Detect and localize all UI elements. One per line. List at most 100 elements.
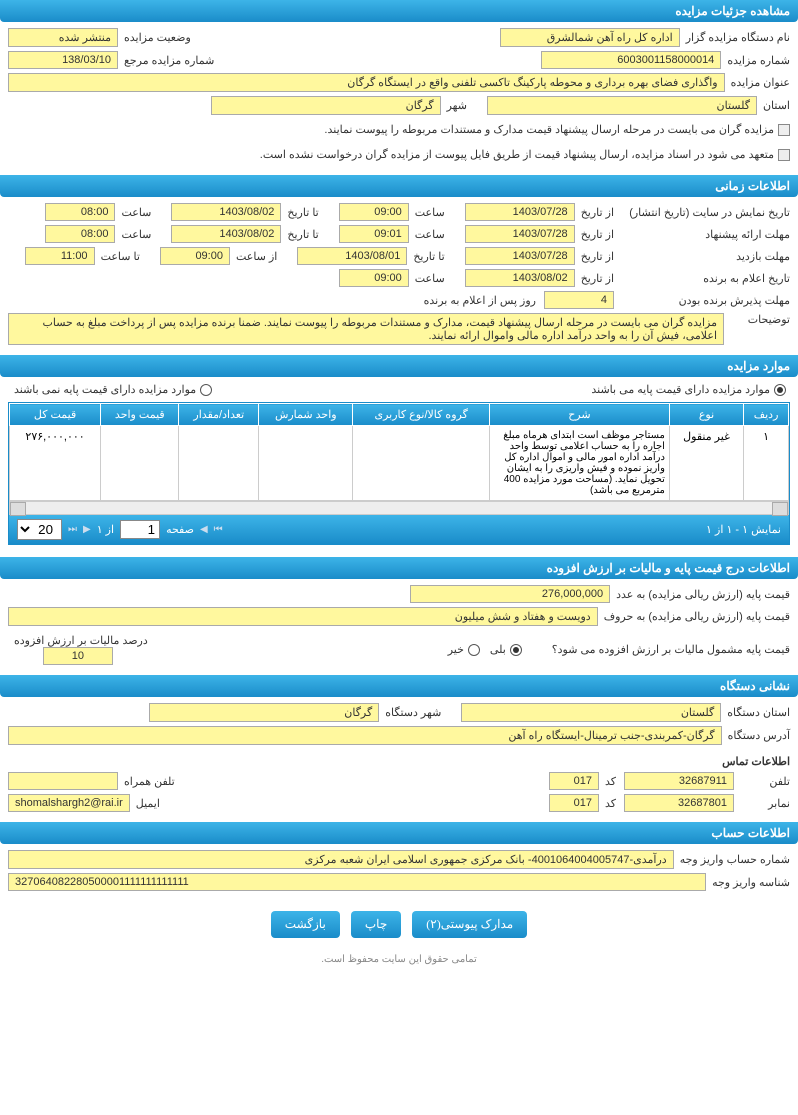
col-unit[interactable]: واحد شمارش <box>259 404 353 426</box>
hour-lbl3: ساعت <box>415 228 445 241</box>
to-date-lbl3: تا تاریخ <box>413 250 444 263</box>
vat-q-label: قیمت پایه مشمول مالیات بر ارزش افزوده می… <box>552 643 790 656</box>
pager-prev-icon[interactable]: ◀ <box>200 524 208 535</box>
pager-last-icon[interactable]: ⏭ <box>68 524 77 535</box>
vat-no-radio[interactable] <box>468 644 480 656</box>
days-after-lbl: روز پس از اعلام به برنده <box>424 294 536 307</box>
cell-group <box>353 426 490 501</box>
has-base-label: موارد مزایده دارای قیمت پایه می باشند <box>591 383 770 396</box>
cell-unitprice <box>101 426 179 501</box>
email-label: ایمیل <box>136 797 160 810</box>
from-hour-lbl: از ساعت <box>236 250 277 263</box>
items-block: موارد مزایده دارای قیمت پایه می باشند مو… <box>0 377 798 557</box>
fax-code-value: 017 <box>549 794 599 812</box>
table-scrollbar[interactable] <box>9 501 789 515</box>
visit-label: مهلت بازدید <box>620 250 790 263</box>
col-unitprice[interactable]: قیمت واحد <box>101 404 179 426</box>
shenase-value: 327064082280500001111111111111 <box>8 873 706 891</box>
display-from-hour: 09:00 <box>339 203 409 221</box>
print-button[interactable]: چاپ <box>351 911 401 938</box>
note2-text: متعهد می شود در اسناد مزایده، ارسال پیشن… <box>260 148 774 161</box>
pager-page-input[interactable] <box>120 520 160 539</box>
attachments-button[interactable]: مدارک پیوستی(۲) <box>412 911 527 938</box>
back-button[interactable]: بازگشت <box>271 911 340 938</box>
explain-label: توضیحات <box>730 313 790 326</box>
display-label: تاریخ نمایش در سایت (تاریخ انتشار) <box>620 206 790 219</box>
contact-label: اطلاعات تماس <box>722 755 790 768</box>
base-num-value: 276,000,000 <box>410 585 610 603</box>
col-type[interactable]: نوع <box>669 404 743 426</box>
acct-value: درآمدی-4001064004005747- بانک مرکزی جمهو… <box>8 850 674 869</box>
buttons-bar: مدارک پیوستی(۲) چاپ بازگشت <box>0 901 798 948</box>
from-date-lbl2: از تاریخ <box>581 228 614 241</box>
hour-lbl4: ساعت <box>121 228 151 241</box>
has-base-radio[interactable] <box>774 384 786 396</box>
items-table-wrapper: ردیف نوع شرح گروه کالا/نوع کاربری واحد ش… <box>8 402 790 545</box>
ref-value: 138/03/10 <box>8 51 118 69</box>
cell-type: غیر منقول <box>669 426 743 501</box>
org-city-label: شهر دستگاه <box>385 706 441 719</box>
number-label: شماره مزایده <box>727 54 790 67</box>
visit-from-hour: 09:00 <box>160 247 230 265</box>
proposal-from-date: 1403/07/28 <box>465 225 575 243</box>
ref-label: شماره مزایده مرجع <box>124 54 214 67</box>
display-to-date: 1403/08/02 <box>171 203 281 221</box>
org-label: نام دستگاه مزایده گزار <box>686 31 790 44</box>
vat-yes-label: بلی <box>490 643 506 656</box>
pager-page-lbl: صفحه <box>166 523 194 536</box>
note2-checkbox <box>778 149 790 161</box>
section-header-pricing: اطلاعات درج قیمت پایه و مالیات بر ارزش ا… <box>0 557 798 579</box>
col-desc[interactable]: شرح <box>489 404 669 426</box>
number-value: 6003001158000014 <box>541 51 721 69</box>
col-group[interactable]: گروه کالا/نوع کاربری <box>353 404 490 426</box>
to-hour-lbl: تا ساعت <box>101 250 140 263</box>
vat-pct-value: 10 <box>43 647 113 665</box>
pager-of: از ۱ <box>97 523 114 536</box>
col-qty[interactable]: تعداد/مقدار <box>179 404 259 426</box>
footer-text: تمامی حقوق این سایت محفوظ است. <box>0 948 798 971</box>
pager-first-icon[interactable]: ⏮ <box>214 524 223 535</box>
pager-next-icon[interactable]: ▶ <box>83 524 91 535</box>
account-block: شماره حساب واریز وجه درآمدی-400106400400… <box>0 844 798 901</box>
org-address-label: آدرس دستگاه <box>728 729 790 742</box>
display-from-date: 1403/07/28 <box>465 203 575 221</box>
table-row[interactable]: ۱ غیر منقول مستاجر موظف است ابتدای هرماه… <box>10 426 789 501</box>
pager-size-select[interactable]: 20 <box>17 519 62 540</box>
mobile-value <box>8 772 118 790</box>
proposal-to-date: 1403/08/02 <box>171 225 281 243</box>
org-province-label: استان دستگاه <box>727 706 790 719</box>
col-total[interactable]: قیمت کل <box>10 404 101 426</box>
from-date-lbl: از تاریخ <box>581 206 614 219</box>
proposal-label: مهلت ارائه پیشنهاد <box>620 228 790 241</box>
note1-text: مزایده گران می بایست در مرحله ارسال پیشن… <box>324 123 774 136</box>
org-address-value: گرگان-کمربندی-جنب ترمینال-ایستگاه راه آه… <box>8 726 722 745</box>
org-value: اداره کل راه آهن شمالشرق <box>500 28 680 47</box>
section-header-timing: اطلاعات زمانی <box>0 175 798 197</box>
to-date-lbl2: تا تاریخ <box>287 228 318 241</box>
province-value: گلستان <box>487 96 757 115</box>
base-num-label: قیمت پایه (ارزش ریالی مزایده) به عدد <box>616 588 790 601</box>
winner-label: تاریخ اعلام به برنده <box>620 272 790 285</box>
title-label: عنوان مزایده <box>731 76 790 89</box>
vat-no-label: خیر <box>448 643 464 656</box>
hour-lbl5: ساعت <box>415 272 445 285</box>
title-value: واگذاری فضای بهره برداری و محوطه پارکینگ… <box>8 73 725 92</box>
fax-value: 32687801 <box>624 794 734 812</box>
section-header-items: موارد مزایده <box>0 355 798 377</box>
items-table: ردیف نوع شرح گروه کالا/نوع کاربری واحد ش… <box>9 403 789 501</box>
col-idx[interactable]: ردیف <box>744 404 789 426</box>
org-city-value: گرگان <box>149 703 379 722</box>
no-base-radio[interactable] <box>200 384 212 396</box>
status-label: وضعیت مزایده <box>124 31 191 44</box>
accept-days: 4 <box>544 291 614 309</box>
visit-to-hour: 11:00 <box>25 247 95 265</box>
cell-idx: ۱ <box>744 426 789 501</box>
base-text-value: دویست و هفتاد و شش میلیون <box>8 607 598 626</box>
shenase-label: شناسه واریز وجه <box>712 876 790 889</box>
org-province-value: گلستان <box>461 703 721 722</box>
vat-yes-radio[interactable] <box>510 644 522 656</box>
note1-checkbox <box>778 124 790 136</box>
city-label: شهر <box>447 99 467 112</box>
cell-unit <box>259 426 353 501</box>
section-header-details: مشاهده جزئیات مزایده <box>0 0 798 22</box>
